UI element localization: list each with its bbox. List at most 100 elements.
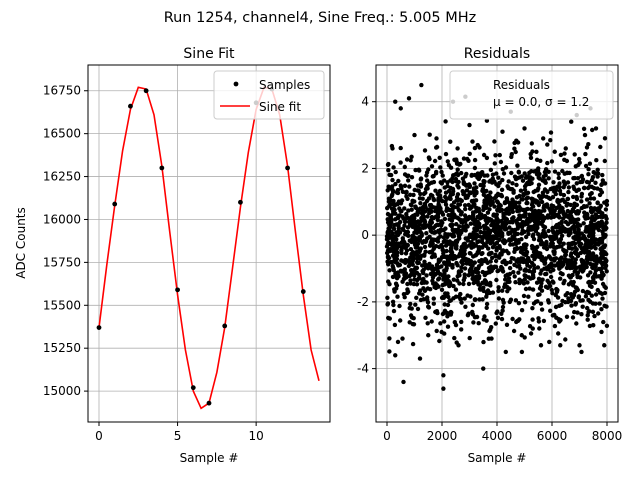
residual-cloud-point <box>570 272 575 278</box>
residual-cloud-point <box>465 156 470 162</box>
residual-point-34 <box>387 316 392 321</box>
residual-point-53 <box>571 293 577 298</box>
residual-cloud-point <box>565 208 570 214</box>
residual-cloud-point <box>393 169 398 175</box>
residual-cloud-point <box>601 233 606 238</box>
residual-cloud-point <box>479 251 484 257</box>
residual-cloud-point <box>513 280 518 285</box>
residual-cloud-point <box>450 209 455 214</box>
residual-cloud-point <box>602 290 608 296</box>
residual-cloud-point <box>587 323 593 329</box>
residuals-xtick-label-1: 2000 <box>427 429 458 443</box>
residual-cloud-point <box>512 233 517 238</box>
residual-cloud-point <box>565 291 570 296</box>
residual-cloud-point <box>467 234 472 240</box>
residual-cloud-point <box>462 272 467 277</box>
residual-cloud-point <box>429 209 434 214</box>
residual-point-50 <box>478 182 483 188</box>
residual-cloud-point <box>488 190 493 195</box>
residual-cloud-point <box>472 165 478 171</box>
residual-cloud-point <box>494 248 499 253</box>
residual-cloud-point <box>525 280 530 285</box>
residual-cloud-point <box>573 245 578 250</box>
residual-cloud-point <box>552 263 557 268</box>
residual-cloud-point <box>406 208 411 213</box>
residual-cloud-point <box>522 243 528 248</box>
residual-cloud-point <box>428 192 434 198</box>
residual-cloud-point <box>548 274 554 280</box>
residual-cloud-point <box>591 254 596 259</box>
residual-cloud-point <box>437 204 442 210</box>
residual-cloud-point <box>584 204 589 209</box>
residual-cloud-point <box>560 260 566 265</box>
residual-cloud-point <box>424 231 429 236</box>
residual-point-54 <box>580 179 585 184</box>
residual-cloud-point <box>388 213 394 218</box>
residual-cloud-point <box>438 234 443 239</box>
residual-cloud-point <box>586 172 591 177</box>
residual-cloud-point <box>461 179 466 185</box>
residual-cloud-point <box>585 260 590 265</box>
residual-cloud-point <box>558 152 564 158</box>
residual-cloud-point <box>541 136 546 141</box>
residual-cloud-point <box>566 185 572 190</box>
residual-cloud-point <box>534 149 539 154</box>
residual-cloud-point <box>428 240 434 245</box>
residual-cloud-point <box>578 223 583 228</box>
residual-cloud-point <box>443 268 449 273</box>
residual-point-24 <box>582 132 588 138</box>
residual-cloud-point <box>462 251 467 257</box>
residual-point-43 <box>459 319 464 325</box>
residual-cloud-point <box>510 316 515 322</box>
residual-cloud-point <box>524 260 530 266</box>
residuals-ytick-label-3: 2 <box>361 161 369 175</box>
residual-cloud-point <box>494 199 500 204</box>
residual-cloud-point <box>500 288 505 293</box>
residual-cloud-point <box>537 216 543 221</box>
residual-point-27 <box>456 343 461 348</box>
residual-cloud-point <box>596 311 601 316</box>
residual-cloud-point <box>539 277 544 283</box>
residual-cloud-point <box>600 229 605 234</box>
residual-cloud-point <box>452 205 457 210</box>
residual-cloud-point <box>526 231 531 237</box>
residual-point-44 <box>497 152 502 158</box>
residual-cloud-point <box>520 256 526 261</box>
residual-cloud-point <box>440 212 446 217</box>
residual-cloud-point <box>565 201 570 207</box>
residual-cloud-point <box>532 223 537 228</box>
residual-cloud-point <box>539 199 545 205</box>
residual-cloud-point <box>584 212 590 217</box>
residual-cloud-point <box>524 200 529 206</box>
residual-cloud-point <box>440 282 445 288</box>
residual-cloud-point <box>588 196 593 201</box>
residual-cloud-point <box>558 271 563 276</box>
residual-cloud-point <box>414 256 420 261</box>
residual-cloud-point <box>532 245 537 250</box>
residual-cloud-point <box>395 187 401 193</box>
residual-cloud-point <box>557 303 562 308</box>
residual-cloud-point <box>449 250 455 255</box>
residual-cloud-point <box>600 265 605 271</box>
residual-cloud-point <box>602 303 607 308</box>
residual-cloud-point <box>451 215 456 220</box>
residual-cloud-point <box>492 219 497 224</box>
residual-cloud-point <box>445 159 450 164</box>
residual-cloud-point <box>487 267 492 272</box>
residual-cloud-point <box>574 181 579 186</box>
residual-cloud-point <box>529 141 534 146</box>
residual-cloud-point <box>518 188 524 193</box>
residual-cloud-point <box>399 245 404 250</box>
residual-point-30 <box>547 339 552 345</box>
residual-cloud-point <box>566 189 571 195</box>
residual-cloud-point <box>405 243 410 248</box>
residual-cloud-point <box>507 230 513 235</box>
residual-cloud-point <box>516 216 521 222</box>
residual-cloud-point <box>386 168 391 173</box>
residual-cloud-point <box>440 248 445 253</box>
residual-cloud-point <box>418 246 423 251</box>
residual-cloud-point <box>568 220 573 225</box>
residual-cloud-point <box>587 254 593 260</box>
residual-cloud-point <box>566 215 572 220</box>
